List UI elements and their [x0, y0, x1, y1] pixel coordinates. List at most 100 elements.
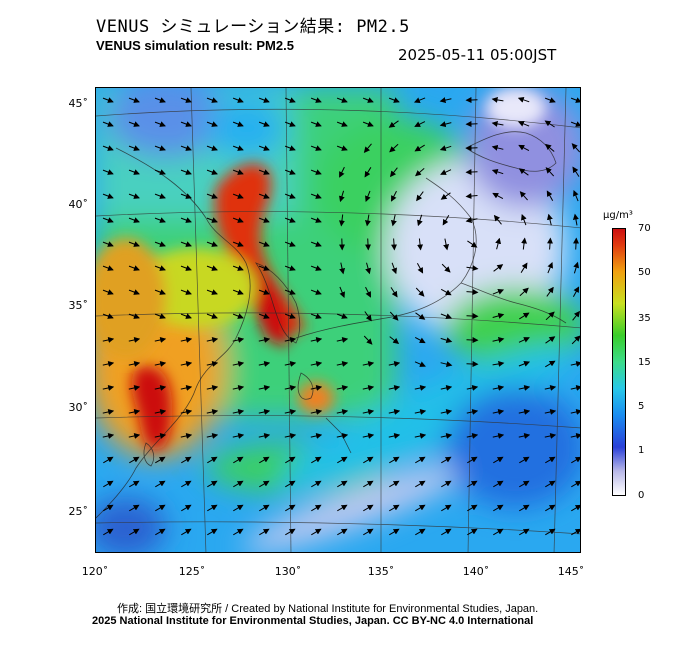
wind-arrow	[365, 238, 372, 251]
wind-arrow	[337, 480, 348, 488]
lon-label-120: 120˚	[81, 565, 109, 578]
wind-arrow	[103, 528, 114, 536]
wind-arrow	[102, 289, 114, 295]
wind-arrow	[206, 384, 219, 391]
wind-arrow	[388, 384, 401, 391]
lat-label-30: 30˚	[68, 401, 89, 414]
wind-arrow	[545, 480, 556, 488]
wind-arrow	[544, 432, 557, 439]
wind-arrow	[258, 217, 270, 223]
wind-arrow	[389, 480, 400, 488]
pm25-field	[96, 88, 580, 552]
wind-arrow	[391, 238, 398, 251]
wind-arrow	[570, 360, 580, 367]
wind-arrow	[545, 360, 556, 368]
wind-arrow	[545, 311, 555, 321]
wind-arrow	[180, 313, 192, 319]
wind-arrow	[415, 480, 426, 488]
wind-arrow	[570, 432, 580, 439]
wind-arrow	[390, 287, 398, 298]
wind-arrow	[467, 528, 478, 536]
wind-arrow	[570, 121, 580, 127]
wind-arrow	[310, 193, 322, 199]
wind-arrow	[128, 384, 141, 391]
wind-arrow	[180, 145, 192, 151]
wind-arrow	[155, 480, 166, 488]
wind-arrow	[519, 191, 528, 201]
wind-arrow	[180, 336, 193, 343]
wind-arrow	[467, 456, 478, 464]
wind-arrow	[493, 480, 504, 488]
wind-arrow	[518, 144, 530, 152]
wind-arrow	[336, 336, 349, 343]
wind-arrow	[102, 265, 114, 271]
wind-arrow	[128, 432, 141, 439]
wind-arrow	[284, 265, 296, 271]
wind-arrow	[521, 237, 528, 250]
wind-arrow	[417, 238, 424, 251]
wind-arrow	[545, 143, 555, 152]
wind-arrow	[415, 287, 425, 297]
wind-arrow	[389, 456, 400, 464]
wind-arrow	[388, 360, 401, 367]
wind-arrow	[311, 504, 322, 512]
wind-arrow	[129, 456, 140, 464]
wind-arrow	[285, 504, 296, 512]
wind-arrow	[362, 384, 375, 391]
wind-arrow	[206, 265, 218, 271]
wind-arrow	[154, 217, 166, 223]
wind-arrow	[440, 432, 453, 439]
wind-arrow	[545, 456, 556, 464]
wind-arrow	[258, 289, 270, 295]
wind-arrow	[102, 217, 114, 223]
wind-arrow	[232, 313, 244, 319]
wind-arrow	[491, 96, 504, 103]
wind-arrow	[154, 384, 167, 391]
wind-arrow	[571, 480, 580, 488]
wind-arrow	[180, 193, 192, 199]
wind-arrow	[573, 237, 580, 250]
wind-arrow	[310, 408, 323, 415]
wind-arrow	[336, 360, 349, 367]
wind-arrow	[465, 193, 478, 200]
wind-arrow	[232, 169, 244, 175]
wind-arrow	[388, 408, 401, 415]
wind-arrow	[365, 262, 372, 275]
wind-arrow	[259, 504, 270, 512]
wind-arrow	[491, 120, 504, 127]
wind-arrow	[545, 336, 556, 344]
wind-arrow	[545, 167, 555, 177]
wind-arrow	[518, 408, 531, 415]
wind-arrow	[521, 213, 527, 226]
wind-arrow	[362, 360, 375, 367]
wind-arrow	[181, 456, 192, 464]
wind-arrow	[155, 528, 166, 536]
wind-arrow	[180, 408, 193, 415]
lon-label-130: 130˚	[274, 565, 302, 578]
wind-arrow	[440, 384, 453, 391]
wind-arrow	[389, 504, 400, 512]
wind-arrow	[207, 528, 218, 536]
wind-arrow	[128, 97, 140, 103]
wind-arrow	[258, 145, 270, 151]
wind-arrow	[102, 193, 114, 199]
wind-arrow	[206, 145, 218, 151]
wind-arrow	[492, 432, 505, 439]
wind-arrow	[390, 214, 397, 227]
wind-arrow	[492, 336, 505, 343]
wind-arrow	[389, 528, 400, 536]
wind-arrow	[181, 480, 192, 488]
forecast-datetime: 2025-05-11 05:00JST	[398, 46, 557, 64]
wind-arrow	[363, 456, 374, 464]
wind-arrow	[284, 97, 296, 103]
wind-arrow	[128, 408, 141, 415]
wind-arrow	[284, 432, 297, 439]
wind-arrow	[547, 261, 553, 274]
wind-arrow	[258, 193, 270, 199]
wind-arrow	[258, 97, 270, 103]
wind-arrow	[232, 360, 245, 367]
colorbar-label-5: 5	[638, 401, 645, 412]
wind-arrow	[389, 167, 398, 178]
wind-arrow	[284, 217, 296, 223]
wind-arrow	[180, 241, 192, 247]
